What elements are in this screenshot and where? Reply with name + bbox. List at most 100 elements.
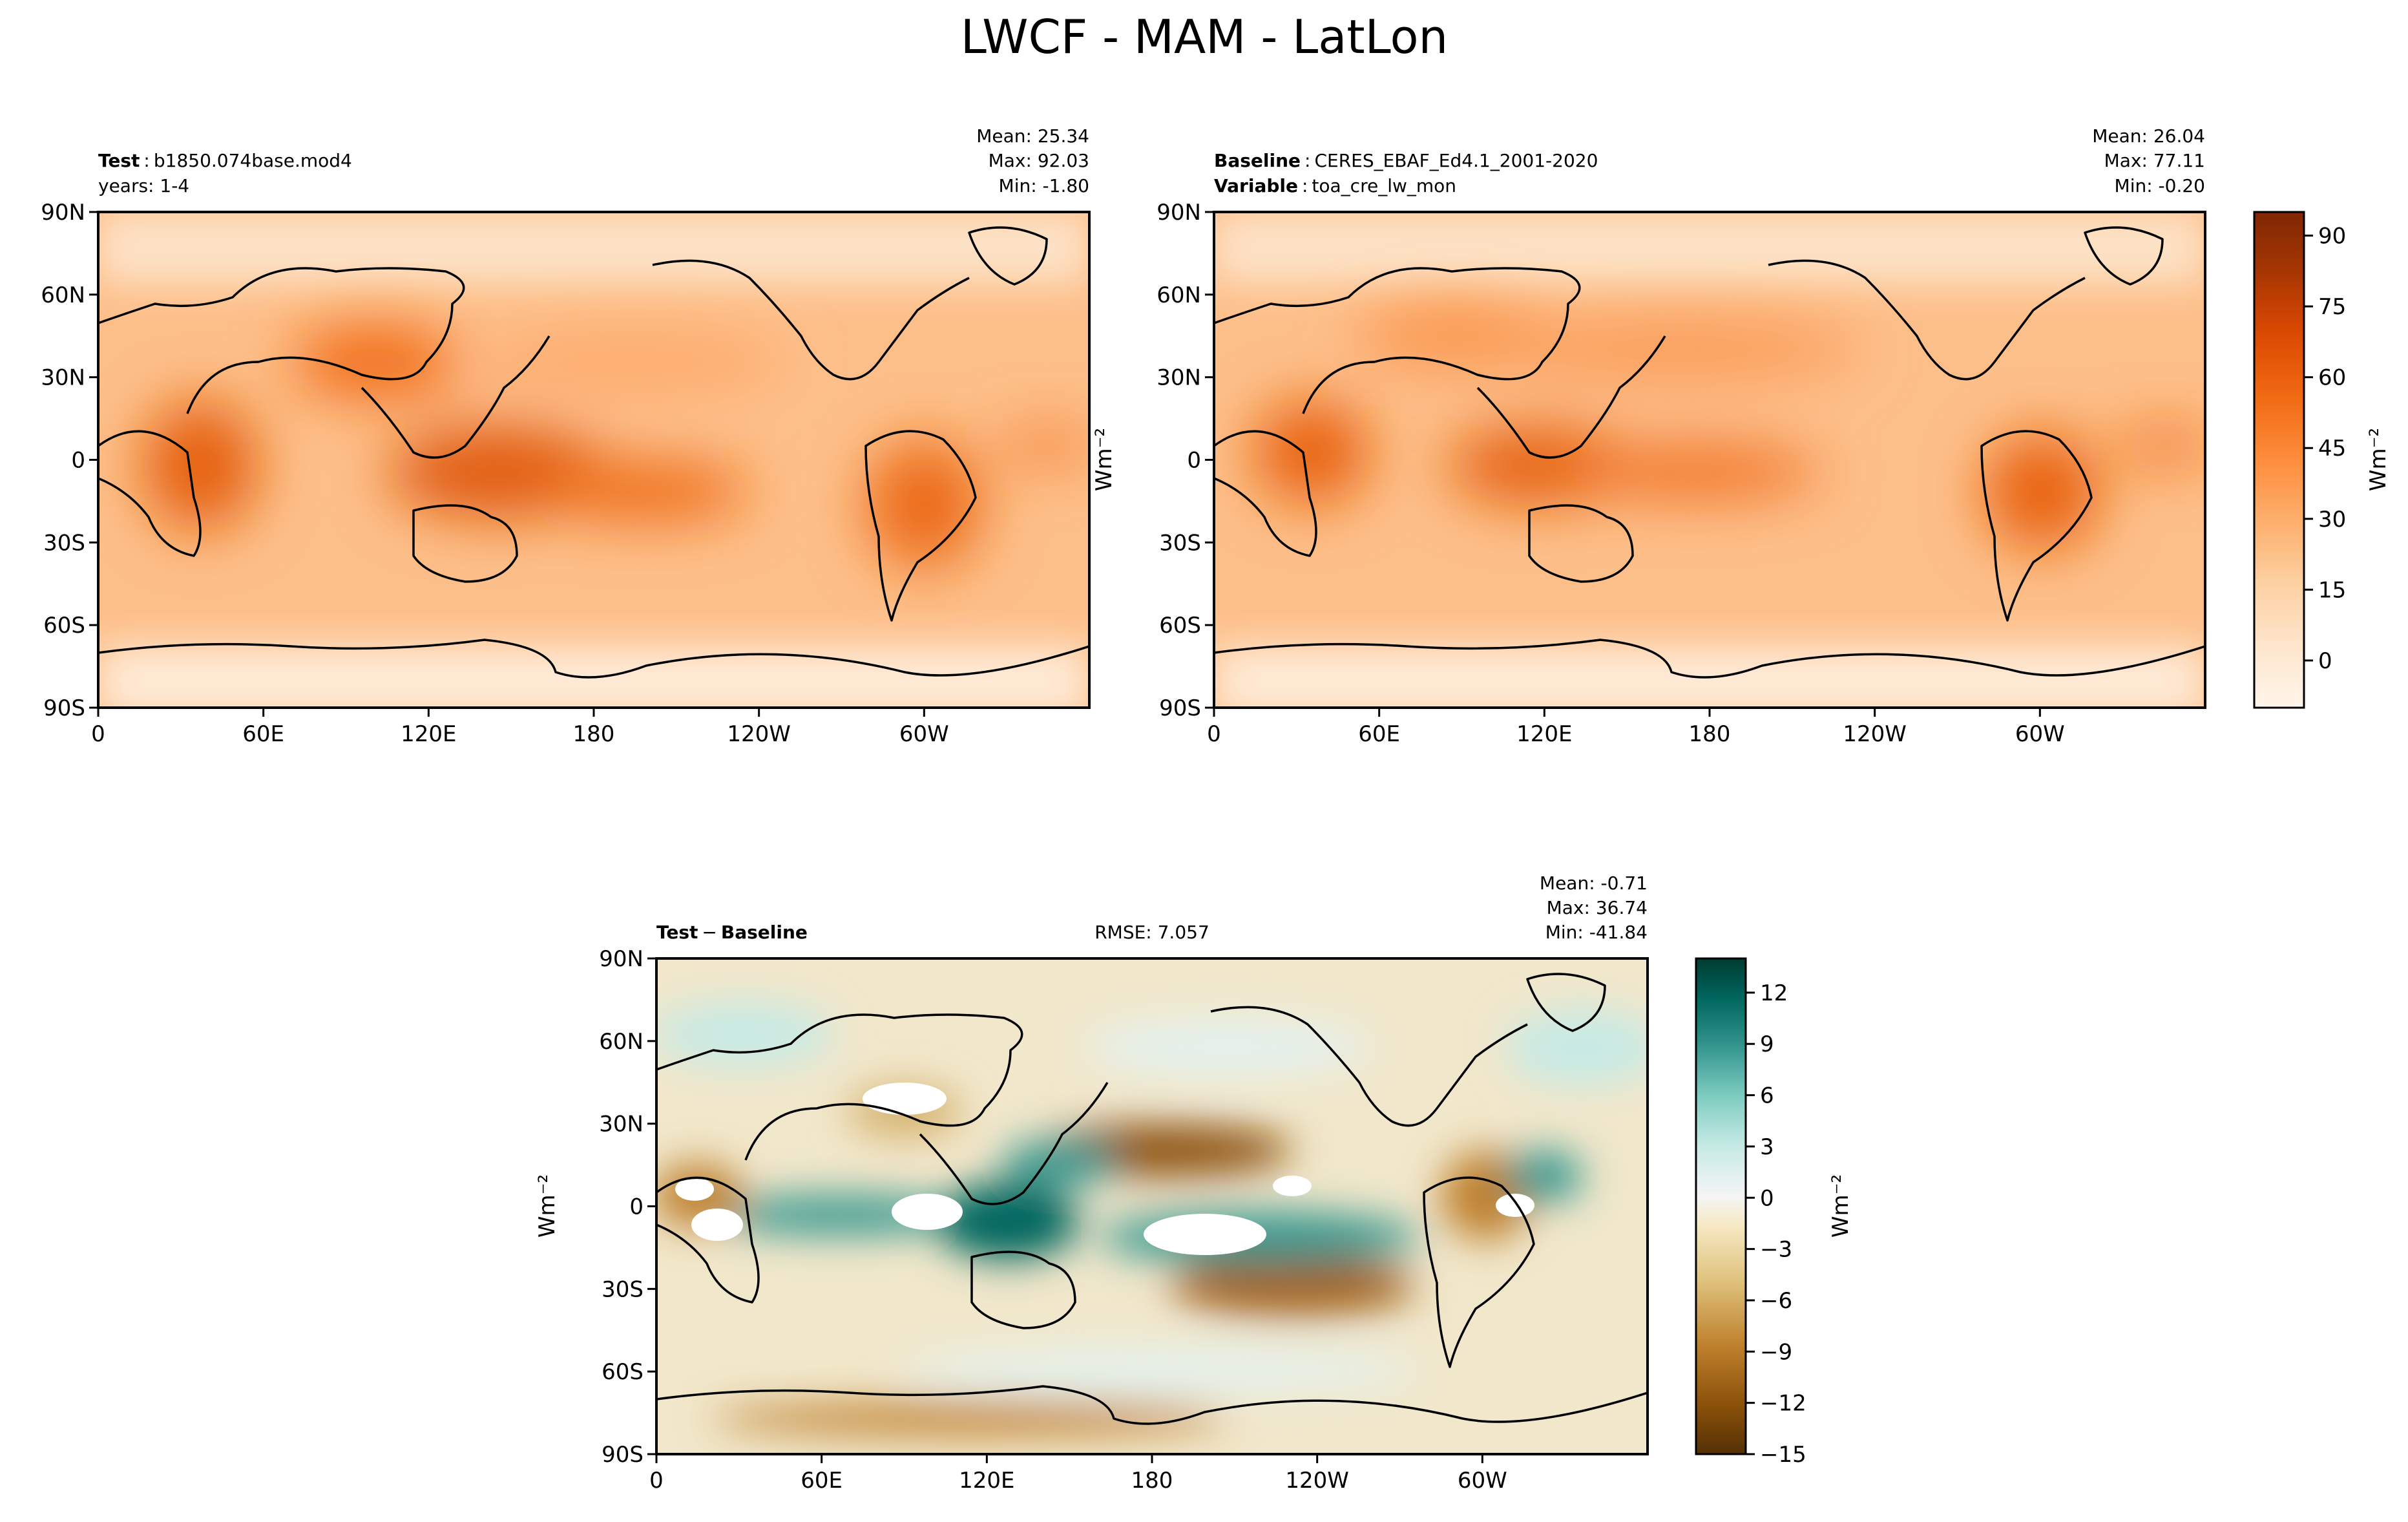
x-tick-label: 120W xyxy=(727,721,791,747)
colorbar-tick-label: −12 xyxy=(1760,1391,1806,1417)
colorbar-tick-label: −3 xyxy=(1760,1237,1792,1263)
panel-diff-y-ticks: 90N 60N 30N 0 30S 60S 90S xyxy=(599,946,656,1468)
panel-diff-label-test: Test xyxy=(656,922,698,943)
y-tick-label: 60N xyxy=(599,1029,644,1055)
panel-baseline-variable: Variable: toa_cre_lw_mon xyxy=(1214,175,1456,196)
panel-baseline-x-ticks: 0 60E 120E 180 120W 60W xyxy=(1207,708,2065,747)
y-tick-label: 30N xyxy=(599,1112,644,1137)
y-tick-label: 60N xyxy=(1157,282,1201,308)
colorbar-tick-label: 30 xyxy=(2318,507,2346,533)
y-tick-label: 0 xyxy=(1187,448,1201,474)
panel-diff-min: Min: -41.84 xyxy=(1545,922,1648,943)
x-tick-label: 0 xyxy=(649,1468,664,1494)
y-tick-label: 60S xyxy=(602,1359,644,1385)
x-tick-label: 60W xyxy=(899,721,949,747)
panel-test-coastlines xyxy=(98,226,1089,679)
panel-diff-mean: Mean: -0.71 xyxy=(1540,872,1648,894)
panel-diff-label-minus: − xyxy=(702,922,717,943)
panel-test-years: years: 1-4 xyxy=(98,175,189,196)
x-tick-label: 120W xyxy=(1285,1468,1349,1494)
colorbar-tick-label: 9 xyxy=(1760,1031,1774,1057)
y-tick-label: 90N xyxy=(41,200,85,226)
colorbar-tick-label: −9 xyxy=(1760,1339,1792,1365)
colorbar-tick-label: 12 xyxy=(1760,980,1788,1006)
panel-baseline-variable-value: toa_cre_lw_mon xyxy=(1312,175,1456,196)
colorbar-tick-label: 90 xyxy=(2318,224,2346,249)
x-tick-label: 60W xyxy=(2015,721,2065,747)
y-tick-label: 90S xyxy=(1159,695,1201,721)
panel-test: Test: b1850.074base.mod4 years: 1-4 Mean:… xyxy=(41,125,1091,747)
colorbar-tick-label: 0 xyxy=(1760,1185,1774,1211)
panel-diff-x-ticks: 0 60E 120E 180 120W 60W xyxy=(649,1454,1507,1494)
x-tick-label: 60E xyxy=(1358,721,1400,747)
y-tick-label: 30N xyxy=(1157,365,1201,391)
x-tick-label: 60E xyxy=(801,1468,843,1494)
x-tick-label: 60E xyxy=(242,721,284,747)
y-tick-label: 0 xyxy=(71,448,85,474)
y-tick-label: 60S xyxy=(43,613,85,639)
colorbar-diff xyxy=(1695,957,1747,1455)
colorbar-tick-label: 60 xyxy=(2318,365,2346,391)
panel-diff-label: Test − Baseline xyxy=(656,922,808,943)
panel-baseline-ylabel: Wm⁻² xyxy=(1091,428,1117,491)
panel-baseline-variable-sep: : xyxy=(1302,175,1308,196)
colorbar-orange-ticks: 90 75 60 45 30 15 0 xyxy=(2304,224,2346,674)
panel-baseline-min: Min: -0.20 xyxy=(2115,175,2205,196)
colorbar-orange xyxy=(2253,211,2305,709)
colorbar-diff-ticks: 12 9 6 3 0 −3 −6 −9 −12 −15 xyxy=(1746,980,1806,1468)
y-tick-label: 60S xyxy=(1159,613,1201,639)
panel-test-field xyxy=(98,212,1089,708)
colorbar-tick-label: 3 xyxy=(1760,1134,1774,1160)
panel-baseline-mean: Mean: 26.04 xyxy=(2092,125,2205,147)
x-tick-label: 0 xyxy=(91,721,105,747)
panel-baseline-label-value: CERES_EBAF_Ed4.1_2001-2020 xyxy=(1314,150,1598,171)
panel-test-label-bold: Test xyxy=(98,150,140,171)
y-tick-label: 30N xyxy=(41,365,85,391)
panel-diff-field xyxy=(656,958,1648,1454)
colorbar-tick-label: 6 xyxy=(1760,1083,1774,1109)
panel-test-label: Test: b1850.074base.mod4 xyxy=(98,150,352,171)
panel-diff-label-baseline: Baseline xyxy=(721,922,808,943)
panel-test-mean: Mean: 25.34 xyxy=(976,125,1089,147)
panel-baseline-label-bold: Baseline xyxy=(1214,150,1301,171)
colorbar-tick-label: 0 xyxy=(2318,648,2332,674)
x-tick-label: 180 xyxy=(573,721,615,747)
figure-title: LWCF - MAM - LatLon xyxy=(961,10,1448,64)
colorbar-tick-label: −15 xyxy=(1760,1442,1806,1468)
panel-baseline-max: Max: 77.11 xyxy=(2104,150,2205,171)
x-tick-label: 0 xyxy=(1207,721,1221,747)
y-tick-label: 30S xyxy=(1159,530,1201,556)
colorbar-orange-label: Wm⁻² xyxy=(2365,428,2391,491)
panel-baseline-coastlines xyxy=(1214,226,2205,679)
panel-baseline-variable-bold: Variable xyxy=(1214,175,1298,196)
panel-test-min: Min: -1.80 xyxy=(999,175,1089,196)
x-tick-label: 60W xyxy=(1458,1468,1507,1494)
panel-test-y-ticks: 90N 60N 30N 0 30S 60S 90S xyxy=(41,200,98,721)
y-tick-label: 30S xyxy=(602,1276,644,1302)
panel-baseline-label: Baseline: CERES_EBAF_Ed4.1_2001-2020 xyxy=(1214,150,1598,171)
x-tick-label: 180 xyxy=(1131,1468,1173,1494)
panel-test-x-ticks: 0 60E 120E 180 120W 60W xyxy=(91,708,949,747)
y-tick-label: 60N xyxy=(41,282,85,308)
panel-diff-rmse: RMSE: 7.057 xyxy=(1094,922,1209,943)
panel-baseline-field xyxy=(1214,212,2205,708)
colorbar-tick-label: 15 xyxy=(2318,577,2346,603)
panel-baseline-y-ticks: 90N 60N 30N 0 30S 60S 90S xyxy=(1157,200,1214,721)
y-tick-label: 90N xyxy=(1157,200,1201,226)
panel-test-label-sep: : xyxy=(143,150,149,171)
colorbar-diff-label: Wm⁻² xyxy=(1828,1174,1854,1238)
y-tick-label: 90S xyxy=(43,695,85,721)
x-tick-label: 180 xyxy=(1689,721,1731,747)
panel-diff-coastlines xyxy=(656,973,1648,1425)
x-tick-label: 120E xyxy=(959,1468,1014,1494)
panel-diff-max: Max: 36.74 xyxy=(1547,897,1648,918)
x-tick-label: 120E xyxy=(1516,721,1572,747)
y-tick-label: 90N xyxy=(599,946,644,972)
x-tick-label: 120W xyxy=(1843,721,1907,747)
panel-baseline: Baseline: CERES_EBAF_Ed4.1_2001-2020 Vari… xyxy=(1091,125,2391,747)
x-tick-label: 120E xyxy=(401,721,456,747)
colorbar-tick-label: −6 xyxy=(1760,1288,1792,1314)
panel-baseline-label-sep: : xyxy=(1304,150,1310,171)
panel-test-max: Max: 92.03 xyxy=(989,150,1089,171)
